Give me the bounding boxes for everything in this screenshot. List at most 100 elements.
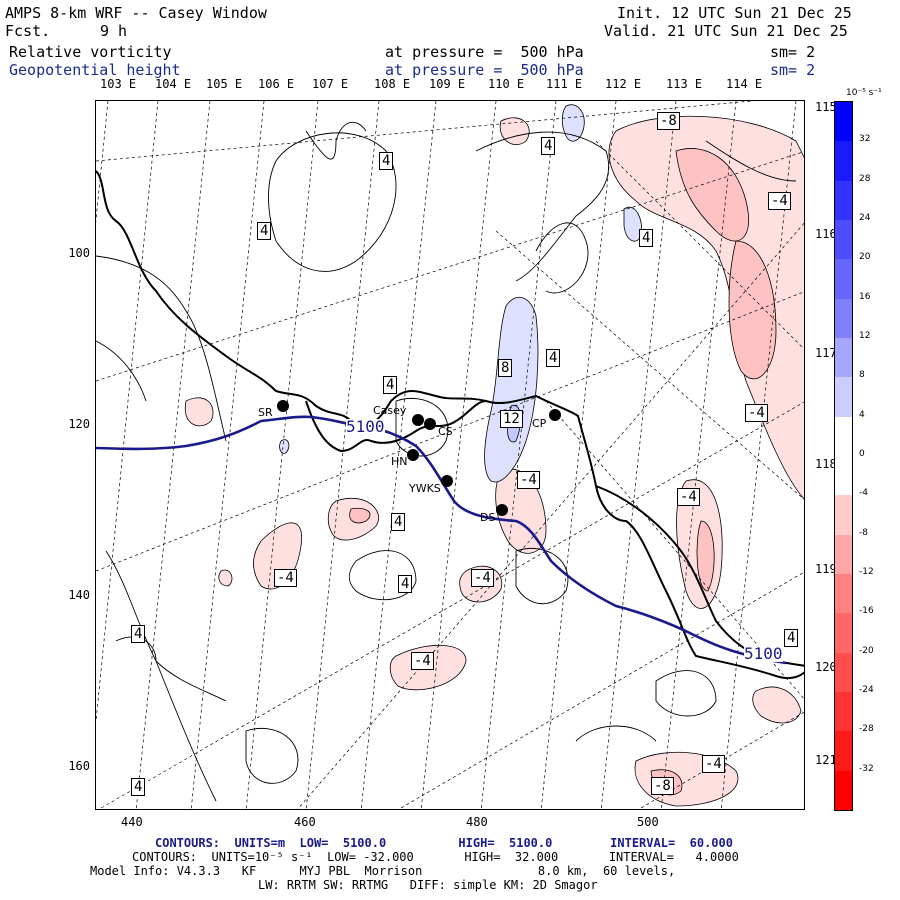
colorbar-tick-label: -28 — [859, 724, 874, 735]
colorbar-segment — [835, 652, 852, 693]
colorbar-unit: 10⁻⁵ s⁻¹ — [846, 88, 882, 98]
colorbar-segment — [835, 534, 852, 575]
field1-smoothing: sm= 2 — [770, 43, 816, 61]
map-panel[interactable]: -8 4 4 -4 4 4 4 8 4 12 -4 -4 -4 4 -4 4 -… — [95, 100, 805, 810]
lon-label: 106 E — [258, 77, 295, 91]
y-tick-label: 120 — [68, 417, 90, 431]
x-tick-label: 460 — [294, 815, 316, 829]
colorbar-tick-label: 28 — [859, 173, 871, 184]
lon-label: 108 E — [374, 77, 411, 91]
field2-name: Geopotential height — [9, 61, 181, 79]
y-tick-label: 140 — [68, 588, 90, 602]
colorbar-segment — [835, 141, 852, 182]
model-info: Model Info: V4.3.3 KF MYJ PBL Morrison 8… — [90, 864, 676, 878]
height-contour-5100 — [96, 415, 787, 665]
colorbar-tick-label: -8 — [859, 527, 868, 538]
contour-label: -4 — [702, 755, 725, 773]
station-marker-hn[interactable] — [407, 449, 419, 461]
contour-label: -4 — [411, 652, 434, 670]
height-contour-info: CONTOURS: UNITS=m LOW= 5100.0 HIGH= 5100… — [155, 836, 733, 850]
y-tick-label: 100 — [68, 246, 90, 260]
colorbar-tick-label: 0 — [859, 449, 865, 459]
positive-vorticity-shading — [279, 104, 643, 483]
lon-label: 105 E — [206, 77, 243, 91]
contour-label: -8 — [657, 112, 680, 130]
contour-label: -4 — [471, 569, 494, 587]
lon-label: 114 E — [726, 77, 763, 91]
height-contour-label: 5100 — [744, 644, 783, 663]
station-marker-cs[interactable] — [424, 418, 436, 430]
vorticity-contours — [96, 121, 797, 802]
colorbar-segment — [835, 495, 852, 536]
contour-label: -8 — [651, 777, 674, 795]
station-label-cs: CS — [438, 425, 453, 438]
lon-label: 109 E — [429, 77, 466, 91]
contour-label: 4 — [257, 222, 272, 240]
station-marker-ds[interactable] — [496, 504, 508, 516]
colorbar-segment — [835, 338, 852, 378]
contour-label: 12 — [500, 410, 523, 428]
contour-label: -4 — [677, 488, 700, 506]
field1-pressure: at pressure = 500 hPa — [385, 43, 584, 61]
colorbar-segment — [835, 102, 852, 142]
colorbar-segment — [835, 180, 852, 221]
colorbar-tick-label: 12 — [859, 331, 871, 341]
height-contour-label: 5100 — [346, 417, 385, 436]
colorbar-tick-label: -4 — [859, 488, 868, 499]
contour-label: 4 — [131, 625, 146, 643]
forecast-hour: 9 h — [100, 22, 128, 40]
contour-label: 4 — [784, 629, 799, 647]
init-time: Init. 12 UTC Sun 21 Dec 25 — [617, 4, 852, 22]
station-marker-sr[interactable] — [277, 400, 289, 412]
colorbar-segment — [835, 259, 852, 300]
lon-label: 110 E — [488, 77, 525, 91]
contour-label: 4 — [639, 229, 654, 247]
colorbar-segment — [835, 298, 852, 339]
map-canvas — [96, 101, 804, 809]
colorbar-tick-label: -24 — [859, 685, 874, 695]
contour-label: 4 — [383, 376, 398, 394]
lon-label: 103 E — [100, 77, 137, 91]
forecast-label: Fcst. — [5, 22, 51, 40]
contour-label: 8 — [498, 359, 513, 377]
colorbar-segment — [835, 416, 852, 457]
colorbar-tick-label: -32 — [859, 763, 874, 774]
colorbar-segment — [835, 770, 852, 811]
field2-smoothing: sm= 2 — [770, 61, 816, 79]
colorbar-segment — [835, 731, 852, 772]
valid-time: Valid. 21 UTC Sun 21 Dec 25 — [604, 22, 848, 40]
colorbar-tick-label: 32 — [859, 134, 871, 145]
station-marker-casey[interactable] — [412, 414, 424, 426]
colorbar-segment — [835, 456, 852, 496]
colorbar — [834, 101, 853, 811]
x-tick-label: 500 — [637, 815, 659, 829]
colorbar-tick-label: 4 — [859, 409, 865, 420]
colorbar-tick-label: 20 — [859, 252, 871, 263]
vorticity-contour-info: CONTOURS: UNITS=10⁻⁵ s⁻¹ LOW= -32.000 HI… — [132, 850, 739, 864]
station-label-ds: DS — [480, 511, 496, 524]
x-tick-label: 440 — [121, 815, 143, 829]
coastline-inlet — [305, 400, 487, 453]
contour-label: -4 — [274, 569, 297, 587]
colorbar-tick-label: 8 — [859, 370, 865, 381]
contour-label: 4 — [379, 152, 394, 170]
contour-label: -4 — [768, 192, 791, 210]
lon-label: 107 E — [312, 77, 349, 91]
station-label-casey: Casey — [373, 404, 407, 417]
station-label-cp: CP — [532, 417, 547, 430]
colorbar-segment — [835, 692, 852, 732]
station-marker-cp[interactable] — [549, 409, 561, 421]
contour-label: -4 — [745, 404, 768, 422]
colorbar-tick-label: -20 — [859, 645, 874, 656]
field2-pressure: at pressure = 500 hPa — [385, 61, 584, 79]
coastline — [96, 170, 804, 680]
contour-label: -4 — [517, 471, 540, 489]
station-label-ywks: YWKS — [409, 482, 441, 495]
lon-label: 104 E — [155, 77, 192, 91]
colorbar-tick-label: -16 — [859, 606, 874, 617]
station-label-sr: SR — [258, 406, 273, 419]
x-tick-label: 480 — [466, 815, 488, 829]
y-tick-label: 160 — [68, 759, 90, 773]
station-marker-ywks[interactable] — [441, 475, 453, 487]
map-title: AMPS 8-km WRF -- Casey Window — [5, 4, 267, 22]
